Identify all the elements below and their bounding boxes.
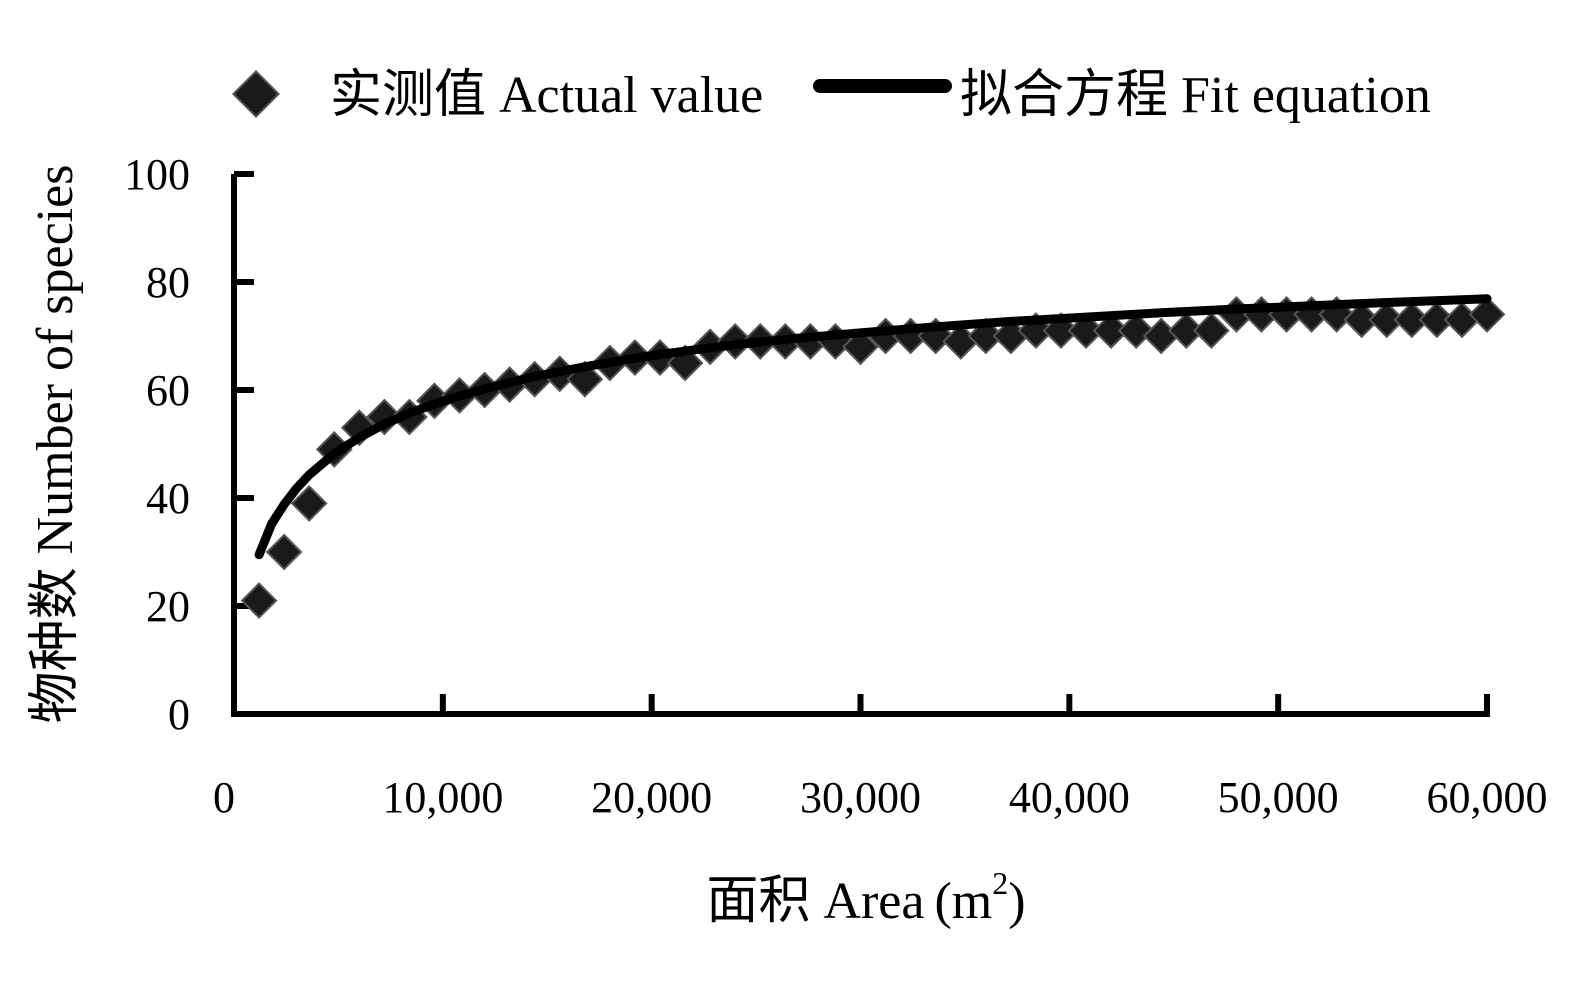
y-tick-label: 40 [146,474,190,523]
x-tick-label: 0 [213,773,235,822]
x-axis-title: 面积 Area (m2) [706,865,1025,930]
y-tick-label: 80 [146,258,190,307]
plot-series [240,294,1506,620]
x-axis-ticks: 0 10,000 20,000 30,000 40,000 50,000 60,000 [213,694,1548,822]
x-tick-label: 30,000 [800,773,921,822]
y-tick-label: 100 [124,150,190,199]
x-axis-title-unit: m [952,873,992,930]
actual-value-point [1443,301,1481,339]
actual-value-point [1067,312,1105,350]
x-axis-title-main: 面积 Area [706,873,924,930]
x-tick-label: 60,000 [1427,773,1548,822]
actual-value-point [290,484,328,522]
actual-value-point [1418,301,1456,339]
actual-value-point [1468,295,1506,333]
actual-value-point [1117,312,1155,350]
x-axis-title-open-paren: ( [934,873,951,930]
axes: 0 20 40 60 80 100 0 10,000 20,000 30,000 40,000 50… [124,150,1548,822]
y-axis-ticks: 0 20 40 60 80 100 [124,150,254,739]
y-axis-title: 物种数 Number of species [27,165,84,724]
actual-value-point [1092,312,1130,350]
actual-value-point [1343,301,1381,339]
x-tick-label: 50,000 [1218,773,1339,822]
actual-value-point [1192,312,1230,350]
actual-value-point [1368,301,1406,339]
x-tick-label: 10,000 [382,773,503,822]
y-tick-label: 0 [168,690,190,739]
x-axis-title-close-paren: ) [1008,873,1025,930]
actual-value-point [842,328,879,366]
y-tick-label: 60 [146,366,190,415]
x-tick-label: 20,000 [591,773,712,822]
legend-fit-label: 拟合方程 Fit equation [960,67,1431,124]
actual-value-point [1393,301,1431,339]
legend: 实测值 Actual value 拟合方程 Fit equation [231,67,1431,124]
y-tick-label: 20 [146,582,190,631]
actual-value-point [1142,317,1180,355]
actual-value-point [265,533,303,571]
x-axis-title-superscript: 2 [992,865,1008,901]
legend-actual-label: 实测值 Actual value [330,67,763,124]
legend-actual-marker [231,69,281,119]
actual-value-point [1167,312,1205,350]
actual-value-point [240,582,278,620]
x-tick-label: 40,000 [1009,773,1130,822]
fit-equation-line [254,294,1492,560]
